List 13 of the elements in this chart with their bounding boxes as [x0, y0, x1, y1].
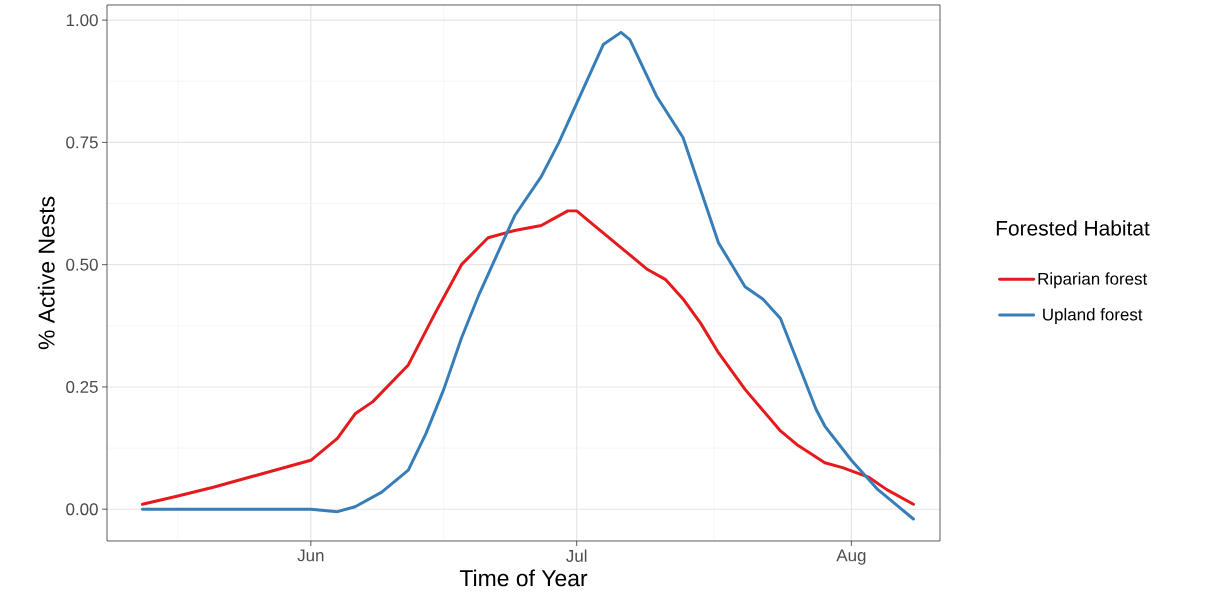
y-tick-label: 0.50 — [66, 258, 98, 271]
legend-label: Riparian forest — [1038, 272, 1148, 289]
legend-title: Forested Habitat — [996, 220, 1150, 236]
y-tick-label: 0.25 — [66, 380, 98, 393]
legend-label: Upland forest — [1043, 308, 1143, 324]
y-tick-label: 0.75 — [66, 136, 98, 149]
y-tick-label: 0.00 — [66, 503, 98, 516]
x-tick-label: Jul — [566, 549, 587, 562]
y-tick-label: 1.00 — [66, 14, 98, 27]
x-tick-label: Aug — [836, 549, 866, 565]
x-axis-title: Time of Year — [459, 569, 588, 587]
x-tick-label: Jun — [297, 549, 324, 562]
y-axis-title: % Active Nests — [37, 196, 55, 350]
